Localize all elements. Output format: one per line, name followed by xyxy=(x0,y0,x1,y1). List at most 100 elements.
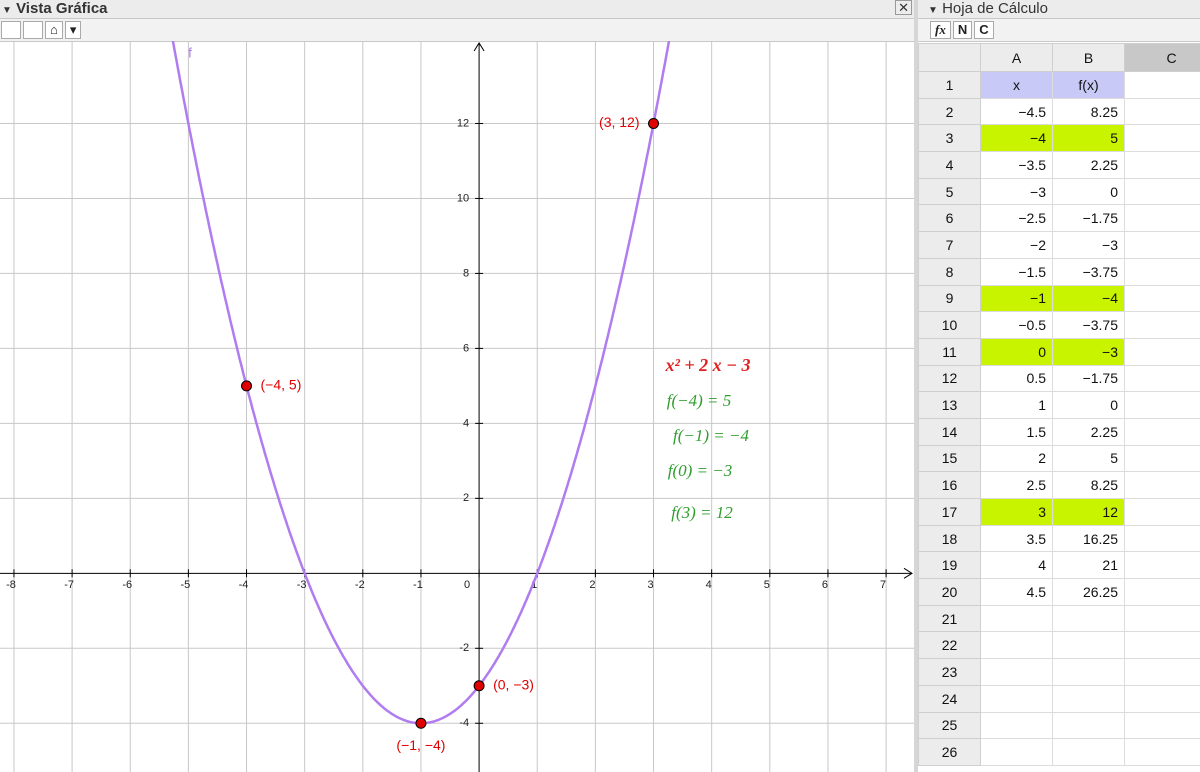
row: 6 −2.5 −1.75 xyxy=(918,204,1200,233)
x-tick-label: 4 xyxy=(706,579,712,591)
corner-cell xyxy=(918,43,981,72)
column-header: C xyxy=(1124,43,1200,72)
cell xyxy=(1052,658,1125,686)
divider xyxy=(914,0,918,772)
point-label: (0, −3) xyxy=(493,676,534,692)
cell xyxy=(1124,551,1200,580)
row-header: 13 xyxy=(918,391,981,419)
spreadsheet-title: Hoja de Cálculo xyxy=(942,0,1048,17)
cell xyxy=(1052,738,1125,766)
cell: 1.5 xyxy=(980,417,1053,446)
row: 20 4.5 26.25 xyxy=(918,578,1200,606)
cell: 2.5 xyxy=(980,471,1053,499)
cell: −2 xyxy=(980,231,1053,259)
cell xyxy=(1124,444,1200,473)
axes-toggle[interactable] xyxy=(1,21,21,39)
row: 7 −2 −3 xyxy=(918,231,1200,259)
cell xyxy=(1124,71,1200,99)
style-button[interactable]: ▾ xyxy=(64,21,82,39)
row-header: 10 xyxy=(918,311,981,339)
row: 13 1 0 xyxy=(918,391,1200,419)
cell xyxy=(1124,711,1200,740)
cell: 12 xyxy=(1052,498,1125,526)
cell: −3.75 xyxy=(1052,257,1125,286)
row: 17 3 12 xyxy=(918,498,1200,526)
spreadsheet-titlebar: ▼ Hoja de Cálculo xyxy=(918,0,1200,19)
row-header: 26 xyxy=(918,738,981,766)
cell xyxy=(1124,417,1200,446)
point-label: (−4, 5) xyxy=(261,377,302,393)
row: 9 −1 −4 xyxy=(918,284,1200,313)
x-tick-label: 2 xyxy=(589,579,595,591)
cell: −4 xyxy=(1052,284,1125,313)
row-header: 21 xyxy=(918,604,981,633)
row: 10 −0.5 −3.75 xyxy=(918,311,1200,339)
row-header: 15 xyxy=(918,444,981,473)
cell xyxy=(980,604,1053,633)
graphics-view: -8 -7 -6 -5 -4 -3 -2 -1 0 1 2 3 4 5 6 7-4-224681012f(−4… xyxy=(0,41,914,772)
x-axis-arrow xyxy=(903,567,913,579)
graphics-toolbar: ⌂ ▾ xyxy=(0,19,914,42)
cell xyxy=(1124,471,1200,499)
row: 15 2 5 xyxy=(918,444,1200,473)
cell: −1.75 xyxy=(1052,204,1125,233)
cell xyxy=(1124,738,1200,766)
row: 1 x f(x) xyxy=(918,71,1200,99)
row: 2 −4.5 8.25 xyxy=(918,97,1200,126)
x-tick-label: -4 xyxy=(239,579,249,591)
y-tick-label: 4 xyxy=(463,417,469,429)
row: 24 xyxy=(918,684,1200,713)
cell: 0 xyxy=(980,337,1053,366)
row-header: 18 xyxy=(918,524,981,553)
cell: −1.75 xyxy=(1052,364,1125,393)
x-tick-label: -8 xyxy=(6,579,16,591)
cell xyxy=(1124,337,1200,366)
evaluation: f(0) = −3 xyxy=(668,461,733,480)
x-tick-label: -5 xyxy=(180,579,190,591)
row-header: 4 xyxy=(918,151,981,179)
point xyxy=(241,380,253,392)
row: 8 −1.5 −3.75 xyxy=(918,257,1200,286)
close-button[interactable]: ✕ xyxy=(895,0,912,15)
cell: 0 xyxy=(1052,177,1125,206)
row-header: 7 xyxy=(918,231,981,259)
point-label: (−1, −4) xyxy=(396,737,445,753)
row-header: 5 xyxy=(918,177,981,206)
cell: −1 xyxy=(980,284,1053,313)
spreadsheet-toolbar: fx N C xyxy=(918,19,1200,42)
y-axis-arrow xyxy=(473,42,485,52)
row: 5 −3 0 xyxy=(918,177,1200,206)
cell: −4 xyxy=(980,124,1053,153)
row-header: 8 xyxy=(918,257,981,286)
cell xyxy=(1124,391,1200,419)
grid-toggle[interactable] xyxy=(23,21,43,39)
home-button[interactable]: ⌂ xyxy=(45,21,63,39)
cell: −3.75 xyxy=(1052,311,1125,339)
cell: −1.5 xyxy=(980,257,1053,286)
row: 19 4 21 xyxy=(918,551,1200,580)
y-tick-label: 2 xyxy=(463,492,469,504)
cell xyxy=(1124,284,1200,313)
cell xyxy=(1052,684,1125,713)
cell xyxy=(1052,604,1125,633)
cell: −3 xyxy=(1052,231,1125,259)
toolbar-button[interactable]: C xyxy=(974,21,994,39)
row: 22 xyxy=(918,631,1200,660)
column-header: A xyxy=(980,43,1053,72)
cell xyxy=(1124,257,1200,286)
cell xyxy=(980,658,1053,686)
x-tick-label: -6 xyxy=(122,579,132,591)
cell xyxy=(1124,177,1200,206)
evaluation: f(−1) = −4 xyxy=(673,426,749,445)
toolbar-button[interactable]: fx xyxy=(930,21,951,39)
x-tick-label: 3 xyxy=(647,579,653,591)
point xyxy=(415,717,427,729)
column-header: B xyxy=(1052,43,1125,72)
toolbar-button[interactable]: N xyxy=(952,21,973,39)
cell xyxy=(980,631,1053,660)
cell xyxy=(1124,498,1200,526)
row: 4 −3.5 2.25 xyxy=(918,151,1200,179)
point xyxy=(648,117,660,129)
cell: 4.5 xyxy=(980,578,1053,606)
cell xyxy=(1052,631,1125,660)
